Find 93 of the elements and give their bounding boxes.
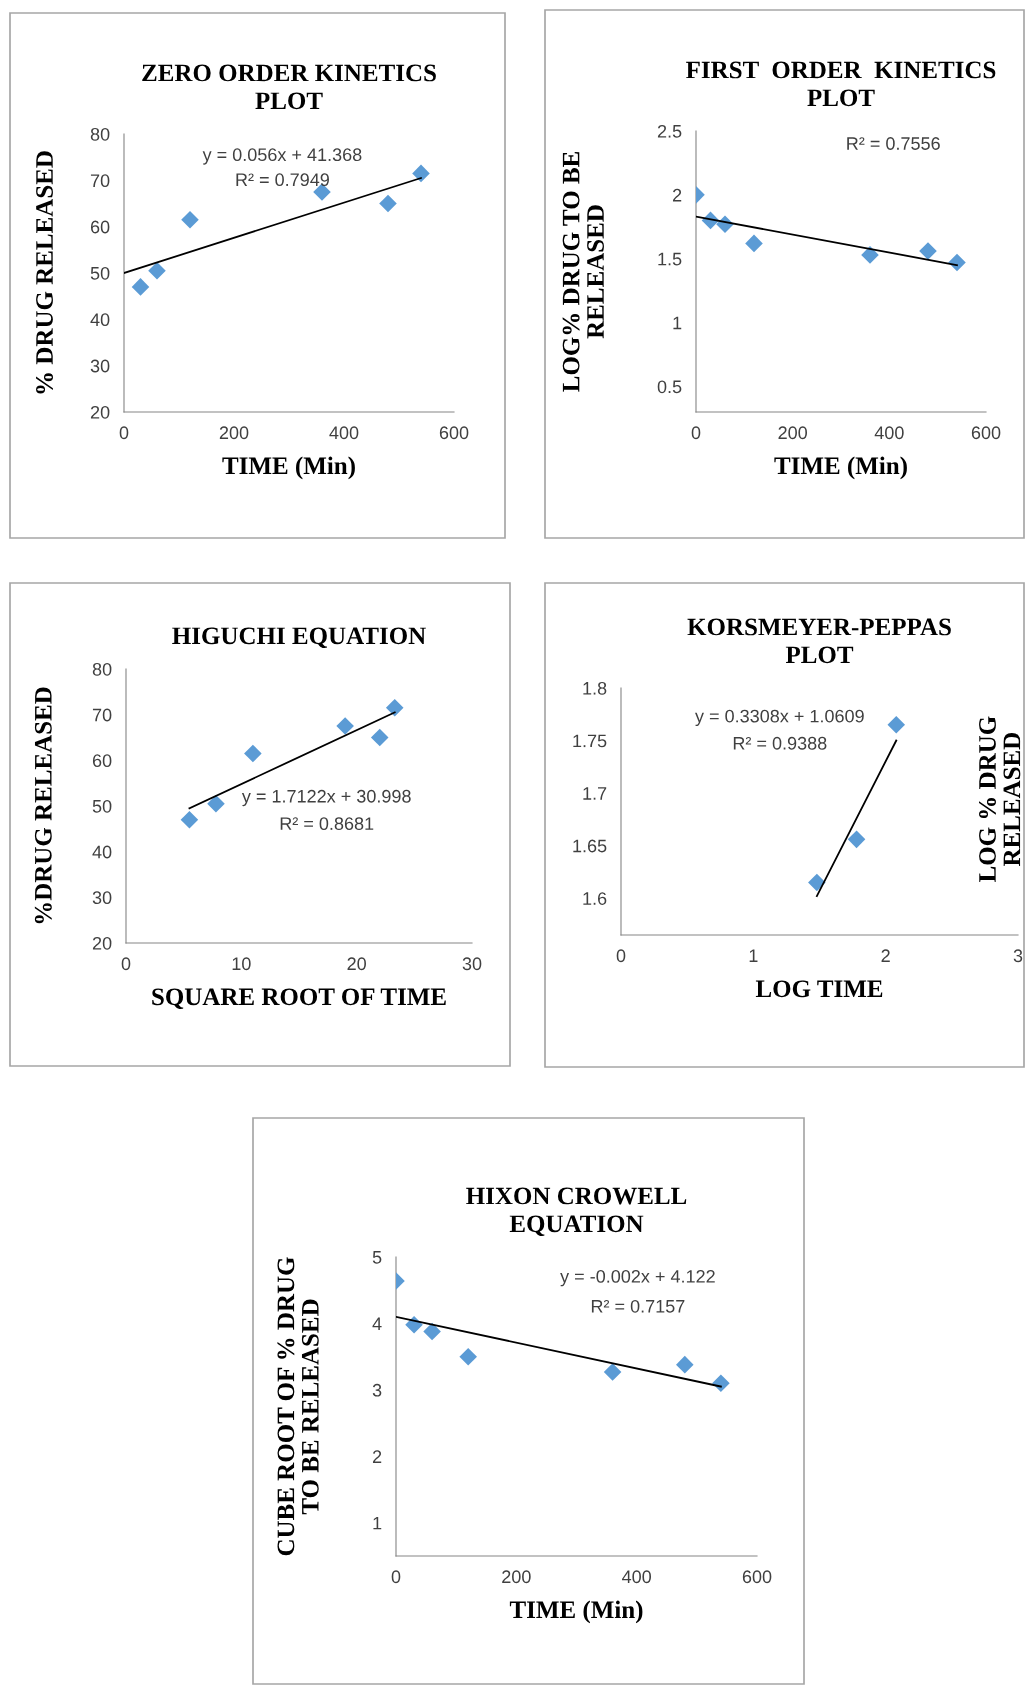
y-tick-label: 1.6	[583, 892, 607, 905]
point	[180, 810, 199, 829]
y-tick-label: 1.8	[583, 681, 607, 695]
point	[423, 1322, 441, 1341]
point	[412, 164, 430, 183]
point	[745, 234, 763, 253]
annotation: R² = 0.8681	[280, 817, 374, 831]
annotation: y = 0.056x + 41.368	[202, 148, 362, 165]
x-tick-label: 600	[742, 1570, 772, 1584]
point	[603, 1363, 622, 1381]
y-tick-label: 80	[92, 662, 112, 676]
point	[379, 194, 397, 213]
x-tick-label: 400	[874, 426, 904, 440]
x-tick-label: 20	[347, 957, 366, 971]
annotation: R² = 0.9388	[733, 736, 827, 750]
annotation: R² = 0.7157	[591, 1299, 685, 1313]
y-tick-label: 30	[90, 359, 110, 373]
y-tick-label: 50	[90, 266, 110, 280]
y-tick-label: 80	[90, 127, 110, 141]
point	[244, 744, 262, 763]
point	[181, 210, 199, 229]
x-tick-label: 200	[219, 426, 249, 440]
point	[370, 728, 389, 747]
x-tick-label: 400	[329, 426, 359, 440]
x-tick-label: 400	[622, 1570, 652, 1584]
x-tick-label: 600	[439, 426, 469, 440]
y-tick-label: 2.5	[657, 124, 682, 138]
x-tick-label: 3	[1013, 949, 1023, 963]
point	[808, 873, 826, 892]
y-tick-label: 30	[92, 891, 112, 905]
y-tick-label: 1	[673, 316, 682, 330]
x-tick-label: 10	[232, 957, 251, 971]
y-tick-label: 1.75	[573, 734, 607, 748]
x-tick-label: 30	[462, 957, 482, 971]
y-tick-label: 60	[92, 754, 112, 768]
chart-title: KORSMEYER-PEPPAS PLOT	[687, 618, 951, 664]
point	[676, 1355, 694, 1374]
y-tick-label: 0.5	[657, 380, 682, 394]
y-tick-label: 1.7	[583, 787, 607, 800]
y-tick-label: 40	[90, 313, 110, 327]
annotation: y = 0.3308x + 1.0609	[695, 709, 864, 727]
x-tick-label: 0	[121, 957, 131, 971]
x-tick-label: 200	[778, 426, 808, 440]
y-tick-label: 20	[90, 405, 110, 419]
chart-title: FIRST ORDER KINETICS PLOT	[686, 61, 996, 107]
x-tick-label: 200	[502, 1570, 531, 1584]
x-axis-title: SQUARE ROOT OF TIME	[152, 988, 446, 1010]
x-tick-label: 0	[616, 949, 626, 963]
y-tick-label: 70	[92, 708, 112, 722]
x-axis-title: TIME (Min)	[774, 456, 907, 480]
y-tick-label: 50	[92, 799, 112, 813]
x-tick-label: 2	[881, 949, 890, 962]
y-tick-label: 5	[372, 1251, 382, 1264]
y-tick-label: 60	[90, 220, 110, 234]
y-axis-title: LOG% DRUG TO BE RELEASED	[562, 152, 604, 392]
x-tick-label: 1	[749, 949, 758, 962]
x-tick-label: 600	[971, 426, 1001, 440]
y-tick-label: 70	[90, 174, 110, 188]
annotation: y = -0.002x + 4.122	[560, 1269, 715, 1287]
y-axis-title: %DRUG RELEASED	[34, 687, 52, 924]
y-tick-label: 20	[92, 936, 112, 950]
point	[847, 830, 866, 849]
y-tick-label: 2	[372, 1450, 382, 1463]
x-axis-title: TIME (Min)	[222, 456, 355, 480]
y-tick-label: 4	[372, 1317, 382, 1330]
x-tick-label: 0	[391, 1570, 401, 1584]
point	[887, 716, 906, 734]
y-tick-label: 1.5	[658, 252, 682, 266]
y-axis-title: LOG % DRUG RELEASED	[979, 716, 1021, 883]
annotation: R² = 0.7556	[847, 137, 940, 150]
x-tick-label: 0	[691, 426, 701, 440]
chart-title: HIXON CROWELL EQUATION	[466, 1187, 687, 1237]
y-tick-label: 2	[672, 188, 682, 202]
y-tick-label: 40	[92, 845, 112, 859]
point	[919, 242, 937, 260]
x-axis-title: LOG TIME	[755, 980, 883, 998]
annotation: R² = 0.7949	[236, 173, 329, 187]
point	[336, 717, 354, 735]
point	[207, 794, 225, 813]
y-axis-title: CUBE ROOT OF % DRUG TO BE RELEASED	[277, 1257, 319, 1556]
y-axis-title: % DRUG RELEASED	[36, 151, 53, 394]
x-axis-title: TIME (Min)	[509, 1600, 643, 1624]
chart-title: HIGUCHI EQUATION	[172, 627, 426, 649]
y-tick-label: 1	[373, 1516, 382, 1530]
chart-title: ZERO ORDER KINETICS PLOT	[142, 64, 436, 110]
y-tick-label: 3	[372, 1383, 382, 1397]
point	[148, 261, 166, 280]
y-tick-label: 1.65	[573, 839, 607, 853]
point	[131, 278, 150, 296]
x-tick-label: 0	[119, 426, 129, 440]
point	[385, 699, 404, 717]
point	[459, 1347, 477, 1366]
annotation: y = 1.7122x + 30.998	[241, 789, 411, 807]
